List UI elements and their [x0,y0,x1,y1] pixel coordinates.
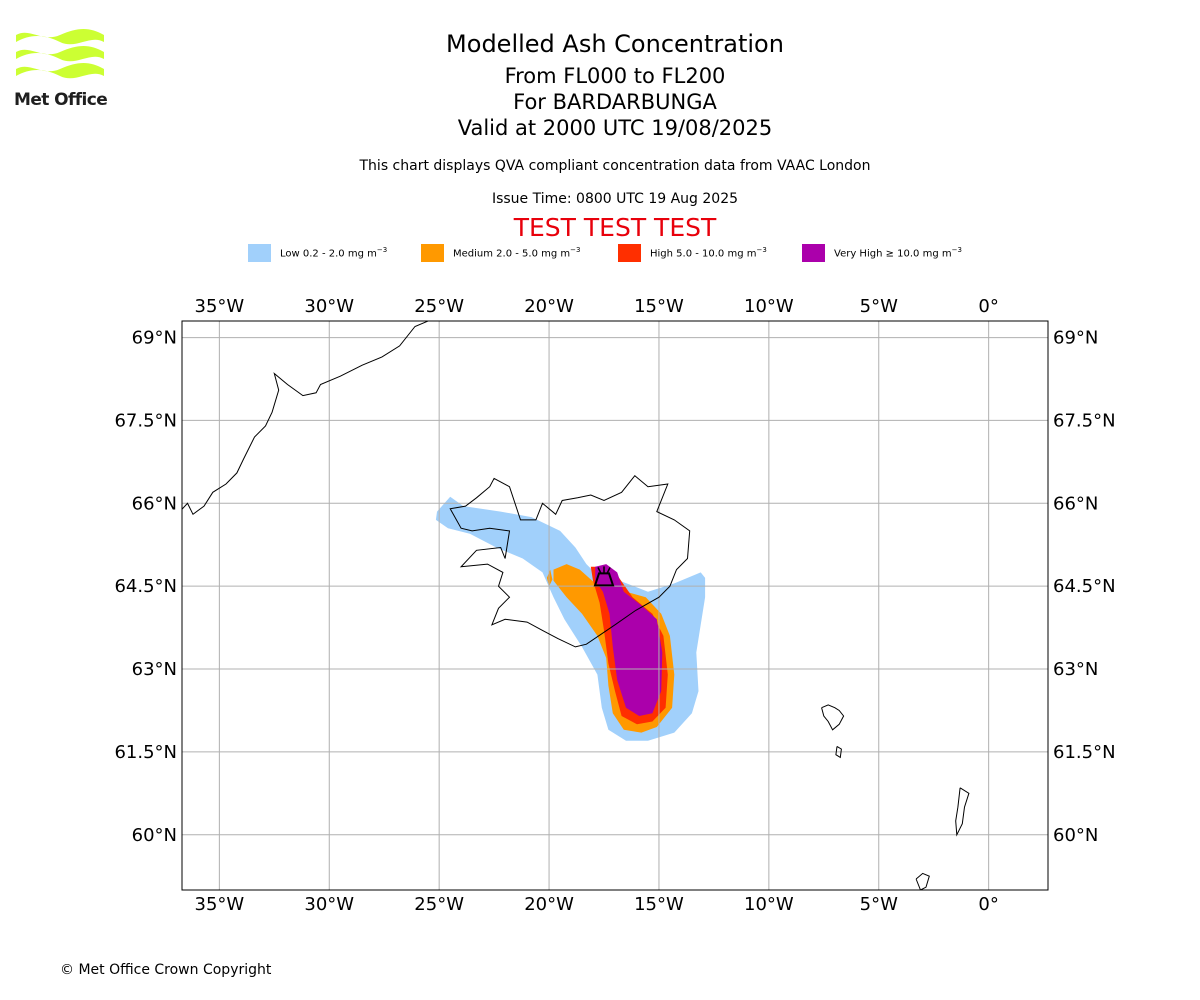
legend-swatch-medium [421,244,444,262]
lat-tick-label-left: 66°N [132,493,177,514]
issue-time: Issue Time: 0800 UTC 19 Aug 2025 [491,191,739,207]
lat-tick-label-right: 64.5°N [1053,576,1116,597]
lon-tick-label-top: 0° [978,296,998,317]
legend-item-very-high: Very High ≥ 10.0 mg m−3 [802,243,962,263]
legend-unit-exponent: −3 [756,246,767,255]
lat-tick-label-left: 60°N [132,825,177,846]
valid-time: Valid at 2000 UTC 19/08/2025 [457,116,773,140]
ash-map: 35°W 35°W 30°W 30°W 25°W 25°W 20°W 20°W 15°W 15°W… [114,296,1115,915]
lat-tick-label-left: 67.5°N [114,410,177,431]
ash-region-very-high [595,564,663,716]
lat-tick-label-left: 61.5°N [114,742,177,763]
legend-item-high: High 5.0 - 10.0 mg m−3 [618,243,767,263]
lat-tick-label-right: 69°N [1053,328,1098,349]
lon-tick-label-top: 35°W [195,296,245,317]
legend-swatch-high [618,244,641,262]
legend-unit-exponent: −3 [951,246,962,255]
coastline-faroe-2 [835,745,842,759]
legend-label-high: High 5.0 - 10.0 mg m [650,248,757,260]
lon-tick-label-bottom: 5°W [860,894,898,915]
lat-tick-label-right: 67.5°N [1053,410,1116,431]
copyright-notice: © Met Office Crown Copyright [60,962,272,978]
met-office-logo: Met Office [14,28,114,114]
lon-tick-label-top: 20°W [524,296,574,317]
lat-tick-label-left: 64.5°N [114,576,177,597]
legend-label-very-high: Very High ≥ 10.0 mg m [834,248,952,260]
lon-tick-label-top: 30°W [304,296,354,317]
test-banner: TEST TEST TEST [513,213,717,242]
lon-tick-label-bottom: 20°W [524,894,574,915]
legend-label-low: Low 0.2 - 2.0 mg m [280,248,377,260]
flight-level-range: From FL000 to FL200 [504,64,726,88]
legend-label-medium: Medium 2.0 - 5.0 mg m [453,248,571,260]
lon-tick-label-bottom: 15°W [634,894,684,915]
coastlines [182,321,970,890]
coastline-shetland [955,787,970,837]
lon-tick-label-bottom: 30°W [304,894,354,915]
chart-title: Modelled Ash Concentration [446,30,784,58]
lon-tick-label-bottom: 25°W [414,894,464,915]
lon-tick-label-top: 25°W [414,296,464,317]
volcano-icon [593,566,615,587]
volcano-name: For BARDARBUNGA [513,90,717,114]
legend-swatch-very-high [802,244,825,262]
lon-tick-label-bottom: 10°W [744,894,794,915]
map-tick-labels: 35°W 35°W 30°W 30°W 25°W 25°W 20°W 20°W 15°W 15°W… [114,296,1115,915]
coastline-faroe-1 [821,704,845,731]
lon-tick-label-top: 10°W [744,296,794,317]
legend-unit-exponent: −3 [376,246,388,255]
legend-item-medium: Medium 2.0 - 5.0 mg m−3 [421,243,580,263]
coastline-iceland [449,474,691,648]
volcano-marker-layer [593,566,615,587]
lon-tick-label-top: 15°W [634,296,684,317]
lat-tick-label-left: 69°N [132,328,177,349]
legend-unit-exponent: −3 [570,246,581,255]
coastline-orkney [915,872,930,890]
map-gridlines [182,321,1048,890]
lon-tick-label-top: 5°W [860,296,898,317]
lat-tick-label-left: 63°N [132,659,177,680]
lat-tick-label-right: 66°N [1053,493,1098,514]
coastline-greenland [182,321,429,516]
lat-tick-label-right: 60°N [1053,825,1098,846]
map-frame [181,320,1049,891]
met-office-waves-icon [16,29,104,79]
ash-region-medium-fleck [546,569,553,587]
legend-swatch-low [248,244,271,262]
lon-tick-label-bottom: 0° [978,894,998,915]
lat-tick-label-right: 61.5°N [1053,742,1116,763]
chart-subtitle: This chart displays QVA compliant concen… [359,158,871,174]
lat-tick-label-right: 63°N [1053,659,1098,680]
ash-concentration-layer [435,496,706,741]
lon-tick-label-bottom: 35°W [195,894,245,915]
concentration-legend: Low 0.2 - 2.0 mg m−3 Medium 2.0 - 5.0 mg… [0,243,1200,265]
legend-item-low: Low 0.2 - 2.0 mg m−3 [248,243,387,263]
met-office-logo-text: Met Office [14,90,108,110]
